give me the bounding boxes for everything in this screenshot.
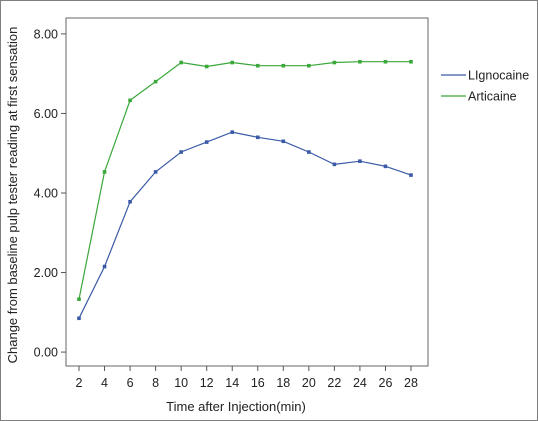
data-point-lignocaine xyxy=(409,173,413,177)
y-axis-label: Change from baseline pulp tester reading… xyxy=(5,27,20,364)
x-tick-label: 12 xyxy=(200,376,214,390)
data-point-lignocaine xyxy=(128,199,132,204)
x-tick-label: 2 xyxy=(76,376,83,390)
x-tick-label: 6 xyxy=(127,376,134,390)
data-point-articaine xyxy=(179,60,183,65)
data-point-lignocaine xyxy=(102,264,107,269)
y-tick-label: 0.00 xyxy=(34,346,58,360)
data-point-lignocaine xyxy=(383,164,388,169)
x-tick-label: 24 xyxy=(353,376,367,390)
x-tick-label: 18 xyxy=(276,376,290,390)
series-line-lignocaine xyxy=(78,131,412,319)
x-tick-label: 28 xyxy=(404,376,418,390)
data-point-articaine xyxy=(204,64,209,69)
data-point-articaine xyxy=(77,297,81,301)
data-point-articaine xyxy=(307,63,311,68)
y-tick-label: 6.00 xyxy=(34,107,58,121)
data-point-lignocaine xyxy=(204,140,209,144)
data-point-articaine xyxy=(332,60,337,65)
data-point-articaine xyxy=(281,63,286,68)
data-point-articaine xyxy=(153,79,158,84)
legend: LIgnocaine Articaine xyxy=(441,69,529,104)
legend-label-lignocaine: LIgnocaine xyxy=(468,69,529,83)
data-point-lignocaine xyxy=(255,135,260,140)
data-point-articaine xyxy=(383,59,388,64)
data-point-articaine xyxy=(230,60,235,65)
data-point-articaine xyxy=(358,59,362,64)
x-tick-label: 16 xyxy=(251,376,265,390)
data-point-articaine xyxy=(409,59,413,64)
y-axis: 0.00 2.00 4.00 6.00 8.00 xyxy=(34,27,66,360)
x-axis: 2 4 6 8 10 12 14 16 18 20 22 24 26 28 xyxy=(76,366,418,390)
y-tick-label: 8.00 xyxy=(34,27,58,41)
data-point-articaine xyxy=(255,63,260,68)
series-line-articaine xyxy=(78,61,411,300)
plot-area xyxy=(65,17,429,367)
data-point-lignocaine xyxy=(358,159,362,163)
x-tick-label: 22 xyxy=(327,376,341,390)
x-tick-label: 20 xyxy=(302,376,316,390)
data-point-lignocaine xyxy=(77,316,81,321)
x-tick-label: 4 xyxy=(101,376,108,390)
data-point-lignocaine xyxy=(281,139,286,144)
data-point-lignocaine xyxy=(179,150,183,154)
x-tick-label: 14 xyxy=(225,376,239,390)
data-point-lignocaine xyxy=(332,162,337,167)
x-tick-label: 10 xyxy=(174,376,188,390)
x-tick-label: 26 xyxy=(379,376,393,390)
x-tick-label: 8 xyxy=(152,376,159,390)
y-tick-label: 4.00 xyxy=(34,186,58,200)
data-point-articaine xyxy=(102,170,107,174)
data-point-lignocaine xyxy=(230,130,235,134)
data-point-articaine xyxy=(128,98,132,103)
x-axis-label: Time after Injection(min) xyxy=(166,399,306,414)
series-layer xyxy=(77,59,413,321)
y-tick-label: 2.00 xyxy=(34,266,58,280)
data-point-lignocaine xyxy=(153,170,158,174)
data-point-lignocaine xyxy=(307,150,311,154)
legend-label-articaine: Articaine xyxy=(468,90,517,104)
